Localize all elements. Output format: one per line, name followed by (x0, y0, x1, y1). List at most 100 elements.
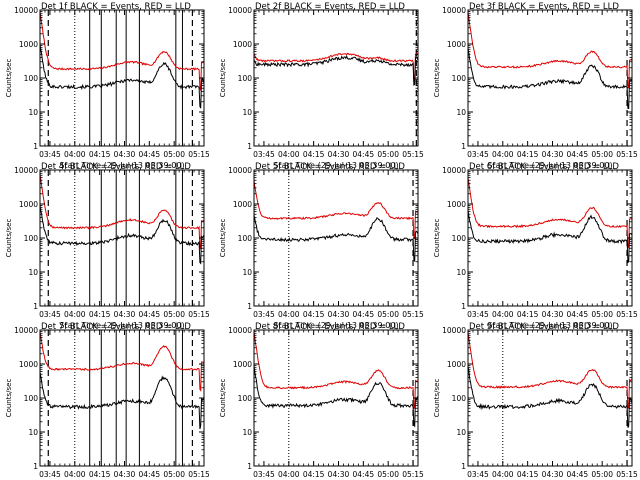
events-series-line (40, 204, 204, 265)
lld-series-line (254, 331, 418, 410)
y-tick-label: 1 (461, 142, 466, 151)
y-tick-label: 1000 (233, 40, 252, 49)
y-tick-label: 100 (238, 394, 253, 403)
y-axis-label: Counts/sec (5, 219, 13, 258)
plot-frame (467, 169, 633, 307)
x-tick-label: 04:00 (492, 150, 514, 159)
y-tick-label: 10 (242, 268, 252, 277)
x-tick-label: 04:15 (89, 150, 111, 159)
plot-frame (39, 169, 205, 307)
y-tick-label: 1 (461, 302, 466, 311)
x-tick-label: 04:30 (542, 470, 564, 479)
y-tick-label: 100 (24, 234, 39, 243)
y-tick-label: 1000 (447, 200, 466, 209)
x-tick-label: 05:15 (188, 150, 210, 159)
y-tick-label: 100 (24, 394, 39, 403)
y-tick-label: 10 (456, 268, 466, 277)
y-tick-label: 1000 (19, 360, 38, 369)
x-tick-label: 04:15 (89, 310, 111, 319)
x-tick-label: 03:45 (467, 310, 489, 319)
y-axis-label: Counts/sec (433, 219, 441, 258)
x-tick-label: 04:45 (353, 470, 375, 479)
x-tick-label: 04:00 (64, 150, 86, 159)
x-tick-label: 04:00 (64, 310, 86, 319)
detector-panel-4: Det 4f BLACK = Events, RED = LLD 1 10 100 10… (5, 162, 210, 330)
x-axis-label: Start Time (29-Jul-13 03:39:00) (273, 161, 398, 170)
x-tick-label: 05:15 (402, 310, 424, 319)
panel-title: Det 9f BLACK = Events, RED = LLD (469, 322, 619, 332)
x-tick-label: 04:00 (64, 470, 86, 479)
y-tick-label: 1 (247, 142, 252, 151)
x-tick-label: 04:15 (517, 150, 539, 159)
y-tick-label: 10000 (228, 166, 252, 175)
x-tick-label: 04:45 (567, 310, 589, 319)
y-tick-label: 10 (456, 108, 466, 117)
x-tick-label: 04:30 (328, 150, 350, 159)
y-tick-label: 1 (247, 462, 252, 471)
x-tick-label: 04:45 (353, 310, 375, 319)
x-tick-label: 03:45 (39, 470, 61, 479)
x-tick-label: 04:45 (139, 310, 161, 319)
y-axis-label: Counts/sec (219, 219, 227, 258)
y-axis-label: Counts/sec (219, 59, 227, 98)
panel-title: Det 8f BLACK = Events, RED = LLD (255, 322, 405, 332)
y-tick-label: 10 (28, 268, 38, 277)
detector-panel-7: Det 7f BLACK = Events, RED = LLD 1 10 100 10… (5, 322, 210, 479)
y-tick-label: 10 (28, 428, 38, 437)
x-tick-label: 04:00 (492, 470, 514, 479)
lld-series-line (40, 331, 204, 392)
y-tick-label: 1000 (233, 360, 252, 369)
x-tick-label: 05:15 (616, 150, 638, 159)
detector-panel-2: Det 2f BLACK = Events, RED = LLD 1 10 100 10… (219, 2, 424, 170)
x-tick-label: 05:00 (377, 470, 399, 479)
y-tick-label: 10 (242, 108, 252, 117)
x-tick-label: 04:30 (328, 310, 350, 319)
y-tick-label: 10000 (442, 6, 466, 15)
x-tick-label: 04:00 (278, 470, 300, 479)
detector-panel-3: Det 3f BLACK = Events, RED = LLD 1 10 100 10… (433, 2, 638, 170)
events-series-line (40, 44, 204, 109)
lld-series-line (40, 11, 204, 92)
y-tick-label: 10 (456, 428, 466, 437)
plot-frame (253, 329, 419, 467)
panel-title: Det 3f BLACK = Events, RED = LLD (469, 2, 619, 12)
y-tick-label: 1 (461, 462, 466, 471)
x-axis-label: Start Time (29-Jul-13 03:39:00) (59, 161, 184, 170)
x-tick-label: 05:00 (163, 150, 185, 159)
x-tick-label: 05:00 (377, 150, 399, 159)
y-tick-label: 10000 (14, 6, 38, 15)
x-tick-label: 04:30 (114, 150, 136, 159)
events-series-line (468, 47, 632, 110)
x-tick-label: 04:15 (89, 470, 111, 479)
x-tick-label: 05:15 (402, 150, 424, 159)
y-tick-label: 10 (242, 428, 252, 437)
x-axis-label: Start Time (29-Jul-13 03:39:00) (487, 161, 612, 170)
y-tick-label: 10 (28, 108, 38, 117)
panel-title: Det 7f BLACK = Events, RED = LLD (41, 322, 191, 332)
x-tick-label: 05:00 (591, 150, 613, 159)
y-tick-label: 1000 (19, 200, 38, 209)
x-tick-label: 05:15 (402, 470, 424, 479)
y-tick-label: 1 (33, 462, 38, 471)
plot-frame (253, 9, 419, 147)
x-tick-label: 03:45 (39, 150, 61, 159)
detector-panel-8: Det 8f BLACK = Events, RED = LLD 1 10 100 10… (219, 322, 424, 479)
x-tick-label: 05:15 (188, 310, 210, 319)
y-tick-label: 100 (452, 74, 467, 83)
y-axis-label: Counts/sec (5, 379, 13, 418)
x-tick-label: 05:00 (163, 310, 185, 319)
events-series-line (254, 366, 418, 428)
x-tick-label: 04:15 (303, 470, 325, 479)
lld-series-line (468, 331, 632, 410)
y-tick-label: 1 (33, 302, 38, 311)
events-series-line (40, 372, 204, 430)
detector-panel-6: Det 6f BLACK = Events, RED = LLD 1 10 100 10… (433, 162, 638, 330)
x-tick-label: 03:45 (253, 470, 275, 479)
lld-series-line (40, 173, 204, 251)
x-tick-label: 03:45 (253, 150, 275, 159)
plot-frame (39, 329, 205, 467)
y-axis-label: Counts/sec (5, 59, 13, 98)
panel-title: Det 4f BLACK = Events, RED = LLD (41, 162, 191, 172)
events-series-line (254, 54, 418, 86)
